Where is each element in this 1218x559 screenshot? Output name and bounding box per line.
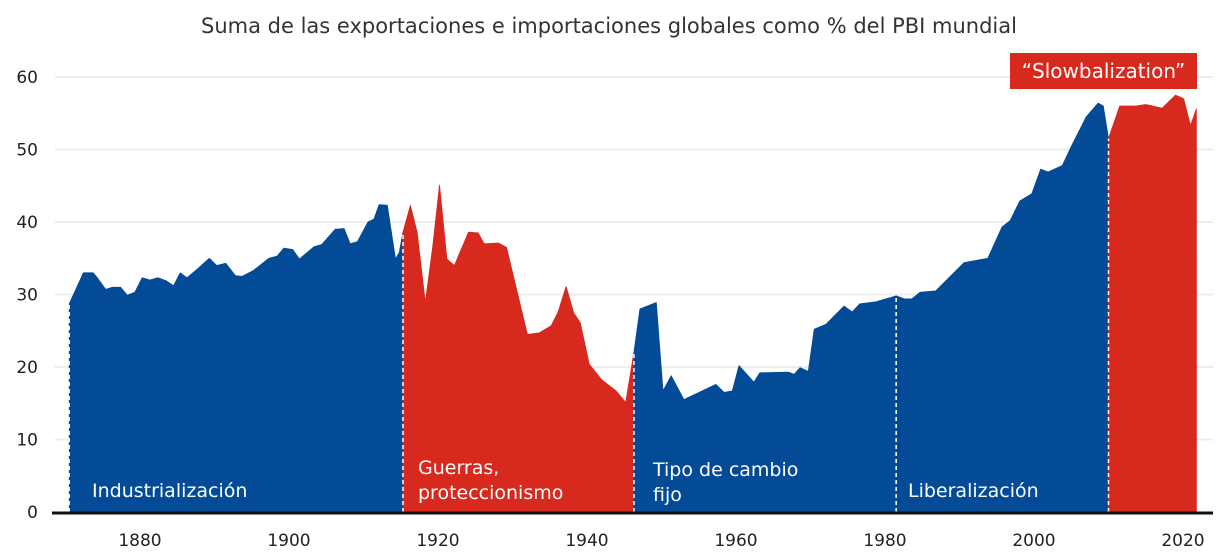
- area-segment-0: [68, 204, 404, 513]
- region-label-industrializacion: Industrialización: [92, 480, 248, 502]
- y-tick-label: 20: [16, 358, 38, 378]
- region-label-guerras: Guerras, proteccionismo: [418, 456, 563, 506]
- region-label-tipo-de-cambio: Tipo de cambio fijo: [653, 458, 798, 508]
- y-tick-label: 40: [16, 213, 38, 233]
- y-tick-label: 10: [16, 431, 38, 451]
- region-label-guerras-line2: proteccionismo: [418, 482, 564, 504]
- region-label-guerras-line1: Guerras,: [418, 457, 500, 479]
- x-tick-label: 2020: [1161, 531, 1204, 551]
- area-segment-1: [402, 184, 635, 513]
- x-tick-label: 1920: [416, 531, 459, 551]
- y-tick-label: 30: [16, 286, 38, 306]
- region-label-tipo-line1: Tipo de cambio: [653, 459, 799, 481]
- area-segment-2: [633, 295, 897, 513]
- area-segment-3: [895, 102, 1109, 513]
- chart-title: Suma de las exportaciones e importacione…: [201, 14, 1017, 38]
- x-tick-label: 1960: [714, 531, 757, 551]
- slowbalization-annotation: “Slowbalization”: [1010, 53, 1197, 89]
- area-segment-4: [1108, 94, 1197, 513]
- x-tick-label: 2000: [1012, 531, 1055, 551]
- x-tick-label: 1900: [267, 531, 310, 551]
- x-tick-label: 1940: [565, 531, 608, 551]
- x-tick-label: 1880: [118, 531, 161, 551]
- y-tick-label: 0: [27, 503, 38, 523]
- y-tick-label: 60: [16, 68, 38, 88]
- x-tick-label: 1980: [863, 531, 906, 551]
- region-label-liberalizacion: Liberalización: [908, 480, 1039, 502]
- region-label-tipo-line2: fijo: [653, 484, 682, 506]
- y-tick-label: 50: [16, 141, 38, 161]
